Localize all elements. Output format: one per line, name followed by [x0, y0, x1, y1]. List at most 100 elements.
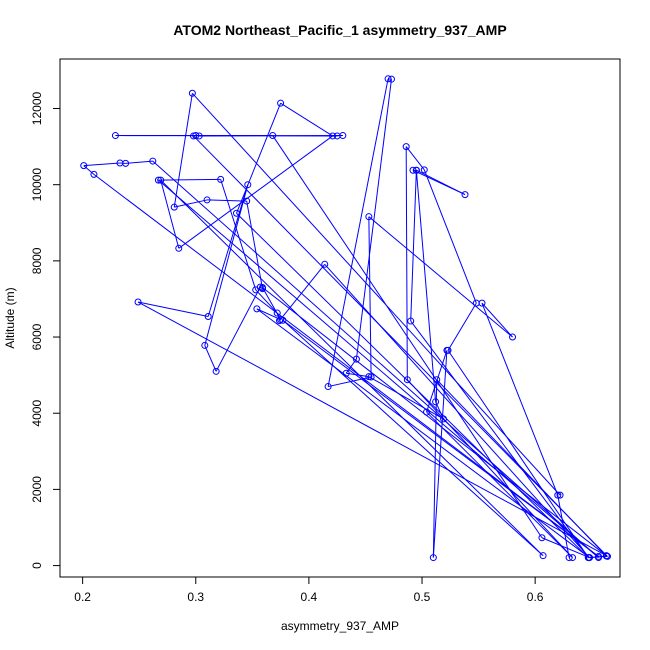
- series-segment: [481, 302, 559, 496]
- series-segment: [481, 302, 513, 338]
- data-point: [423, 408, 431, 416]
- data-point: [565, 554, 573, 562]
- series-segment: [280, 102, 333, 137]
- data-point: [402, 143, 410, 151]
- data-point: [188, 89, 196, 97]
- series-segment: [173, 93, 193, 208]
- data-point: [201, 341, 209, 349]
- y-tick-label: 8000: [30, 247, 44, 274]
- data-point: [275, 317, 283, 325]
- series-segment: [160, 179, 544, 557]
- series-segment: [152, 160, 599, 558]
- series-segment: [256, 308, 281, 320]
- data-point: [154, 176, 162, 184]
- series-layer: [80, 75, 612, 562]
- series-segment: [272, 135, 543, 539]
- series-segment: [279, 263, 326, 321]
- y-axis-label: Altitude (m): [3, 287, 17, 348]
- data-point: [277, 316, 285, 324]
- series-segment: [125, 160, 153, 164]
- series-segment: [262, 287, 607, 557]
- series-segment: [236, 102, 282, 214]
- data-point: [175, 244, 183, 252]
- data-point: [461, 191, 469, 199]
- chart-title: ATOM2 Northeast_Pacific_1 asymmetry_937_…: [173, 22, 506, 38]
- series-segment: [158, 178, 221, 181]
- series-segment: [405, 146, 425, 171]
- x-tick-label: 0.5: [414, 590, 431, 604]
- series-segment: [174, 199, 208, 208]
- data-point: [259, 285, 267, 293]
- series-segment: [83, 165, 95, 175]
- series-segment: [415, 170, 437, 402]
- data-point: [253, 305, 261, 313]
- data-point: [554, 491, 562, 499]
- x-tick-label: 0.6: [527, 590, 544, 604]
- data-point: [365, 213, 373, 221]
- data-point: [243, 197, 251, 205]
- plot-frame: [59, 58, 621, 578]
- series-segment: [327, 78, 389, 387]
- y-tick-label: 2000: [30, 476, 44, 503]
- series-segment: [282, 319, 544, 557]
- series-segment: [405, 146, 408, 380]
- x-tick-label: 0.4: [301, 590, 318, 604]
- data-point: [273, 309, 281, 317]
- data-point: [324, 383, 332, 391]
- data-point: [204, 312, 212, 320]
- data-point: [595, 554, 603, 562]
- data-point: [365, 373, 373, 381]
- data-point: [568, 554, 576, 562]
- data-point: [170, 203, 178, 211]
- series-segment: [368, 216, 372, 378]
- data-point: [429, 554, 437, 562]
- y-tick-label: 12000: [30, 92, 44, 126]
- data-point: [122, 159, 130, 167]
- y-tick-label: 6000: [30, 323, 44, 350]
- series-segment: [193, 135, 608, 557]
- data-point: [604, 552, 612, 560]
- data-point: [420, 166, 428, 174]
- data-point: [556, 491, 564, 499]
- data-point: [217, 175, 225, 183]
- data-point: [384, 75, 392, 83]
- y-tick-label: 4000: [30, 400, 44, 427]
- data-point: [321, 260, 329, 268]
- data-point: [409, 166, 417, 174]
- series-segment: [207, 199, 247, 202]
- series-segment: [426, 411, 573, 558]
- data-point: [277, 99, 285, 107]
- data-point: [509, 333, 517, 341]
- data-point: [538, 534, 546, 542]
- series-segment: [416, 169, 466, 196]
- data-point: [80, 162, 88, 170]
- data-point: [443, 346, 451, 354]
- data-point: [342, 369, 350, 377]
- data-point: [387, 75, 395, 83]
- x-axis-label: asymmetry_937_AMP: [281, 619, 399, 633]
- data-point: [440, 415, 448, 423]
- series-segment: [83, 162, 120, 167]
- series-segment: [324, 263, 590, 558]
- series-segment: [355, 79, 392, 360]
- data-point: [134, 298, 142, 306]
- series-segment: [236, 212, 589, 558]
- data-point: [149, 157, 157, 165]
- series-segment: [191, 92, 561, 496]
- data-point: [189, 132, 197, 140]
- data-point: [433, 376, 441, 384]
- series-segment: [410, 170, 417, 322]
- series-segment: [423, 169, 477, 304]
- series-segment: [178, 135, 333, 249]
- data-point: [407, 317, 415, 325]
- data-point: [90, 170, 98, 178]
- data-point: [203, 196, 211, 204]
- data-point: [539, 552, 547, 560]
- series-segment: [262, 287, 282, 320]
- data-point: [352, 355, 360, 363]
- x-tick-label: 0.3: [187, 590, 204, 604]
- y-axis: 0 2000 4000 6000 8000 10000 12000: [30, 92, 60, 569]
- data-point: [472, 299, 480, 307]
- data-point: [585, 554, 593, 562]
